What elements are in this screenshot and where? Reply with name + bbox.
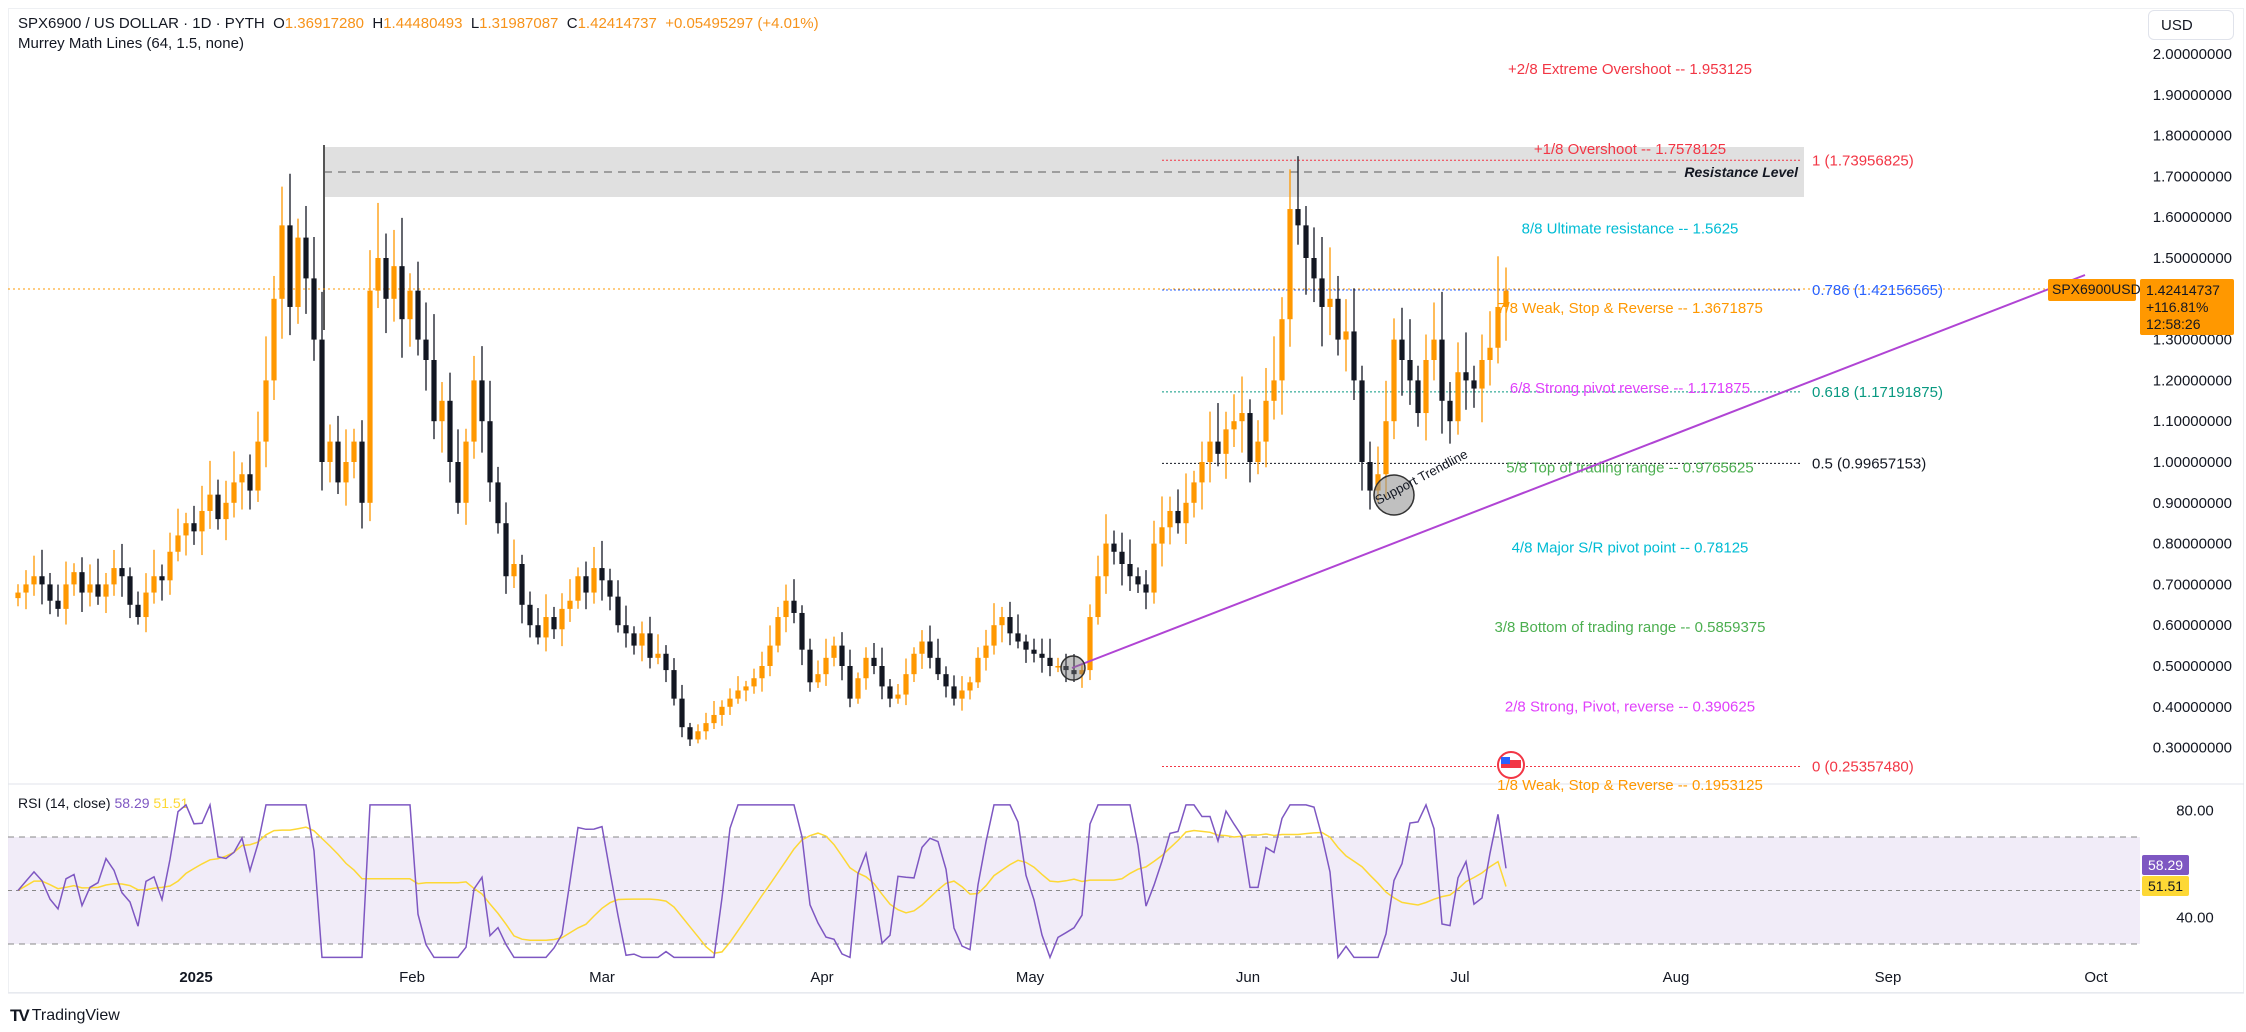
tradingview-icon: TV bbox=[10, 1006, 30, 1025]
support-touch-marker bbox=[1373, 474, 1415, 516]
price-axis-tick: 0.50000000 bbox=[2153, 658, 2232, 675]
time-axis-label: May bbox=[1016, 969, 1045, 986]
time-axis-label: Jun bbox=[1236, 969, 1260, 986]
price-axis-tick: 1.00000000 bbox=[2153, 454, 2232, 471]
time-axis-label: Sep bbox=[1875, 969, 1902, 986]
murrey-line-label: 8/8 Ultimate resistance -- 1.5625 bbox=[1522, 221, 1739, 238]
price-axis-tick: 1.80000000 bbox=[2153, 128, 2232, 145]
murrey-line-label: 1/8 Weak, Stop & Reverse -- 0.1953125 bbox=[1497, 777, 1763, 794]
price-axis-tick: 0.90000000 bbox=[2153, 495, 2232, 512]
price-axis-tick: 0.80000000 bbox=[2153, 536, 2232, 553]
change-percent: +116.81% bbox=[2146, 299, 2209, 315]
murrey-line-label: 2/8 Strong, Pivot, reverse -- 0.390625 bbox=[1505, 699, 1755, 716]
time-axis-label: Apr bbox=[810, 969, 833, 986]
indicator-legend[interactable]: Murrey Math Lines (64, 1.5, none) bbox=[18, 35, 244, 52]
price-axis-tick: 0.40000000 bbox=[2153, 699, 2232, 716]
time-axis-label: Jul bbox=[1450, 969, 1469, 986]
price-axis-tick: 1.60000000 bbox=[2153, 209, 2232, 226]
murrey-line-label: +1/8 Overshoot -- 1.7578125 bbox=[1534, 141, 1726, 158]
flag-canton bbox=[1501, 757, 1510, 764]
time-axis-label: Oct bbox=[2084, 969, 2108, 986]
low-value: 1.31987087 bbox=[479, 15, 559, 32]
support-touch-marker bbox=[1060, 655, 1086, 681]
price-axis-tick: 1.10000000 bbox=[2153, 413, 2232, 430]
symbol-title[interactable]: SPX6900 / US DOLLAR · 1D · PYTH bbox=[18, 15, 265, 32]
high-value: 1.44480493 bbox=[383, 15, 463, 32]
rsi-line bbox=[17, 802, 1507, 960]
rsi-ma-line bbox=[17, 826, 1507, 955]
murrey-line-label: 6/8 Strong pivot reverse -- 1.171875 bbox=[1510, 380, 1750, 397]
price-axis-tick: 2.00000000 bbox=[2153, 46, 2232, 63]
close-value: 1.42414737 bbox=[577, 15, 657, 32]
price-axis-tick: 1.90000000 bbox=[2153, 87, 2232, 104]
open-value: 1.36917280 bbox=[284, 15, 365, 32]
murrey-line-label: 7/8 Weak, Stop & Reverse -- 1.3671875 bbox=[1497, 300, 1763, 317]
rsi-ma-value-tag: 51.51 bbox=[2142, 876, 2190, 896]
murrey-line-label: 5/8 Top of trading range -- 0.9765625 bbox=[1506, 460, 1753, 477]
chart-legend: SPX6900 / US DOLLAR · 1D · PYTH O1.36917… bbox=[18, 15, 819, 52]
price-axis-tick: 0.60000000 bbox=[2153, 617, 2232, 634]
murrey-line-label: 3/8 Bottom of trading range -- 0.5859375 bbox=[1494, 619, 1765, 636]
price-axis-tick: 0.70000000 bbox=[2153, 576, 2232, 593]
time-axis-label: Mar bbox=[589, 969, 615, 986]
resistance-label: Resistance Level bbox=[1684, 164, 1799, 180]
price-axis-tick: 1.70000000 bbox=[2153, 168, 2232, 185]
candles bbox=[15, 156, 1509, 746]
currency-button[interactable]: USD bbox=[2148, 10, 2234, 40]
fib-level-label: 0.618 (1.17191875) bbox=[1812, 384, 1943, 401]
price-axis-tick: 0.30000000 bbox=[2153, 740, 2232, 757]
last-price-tag: 1.42414737 +116.81% 12:58:26 bbox=[2140, 279, 2234, 335]
rsi-title[interactable]: RSI (14, close) 58.29 51.51 bbox=[18, 795, 189, 811]
price-axis-tick: 1.20000000 bbox=[2153, 372, 2232, 389]
price-axis-tick: 1.50000000 bbox=[2153, 250, 2232, 267]
murrey-line-label: 4/8 Major S/R pivot point -- 0.78125 bbox=[1512, 539, 1749, 556]
fib-level-label: 0.5 (0.99657153) bbox=[1812, 455, 1926, 472]
rsi-axis-tick: 40.00 bbox=[2176, 909, 2214, 926]
time-axis-label: Aug bbox=[1663, 969, 1690, 986]
murrey-line-label: +2/8 Extreme Overshoot -- 1.953125 bbox=[1508, 61, 1752, 78]
flag-stripe bbox=[1501, 760, 1521, 768]
tradingview-logo[interactable]: TV TradingView bbox=[10, 1006, 120, 1025]
bar-countdown: 12:58:26 bbox=[2146, 316, 2201, 332]
rsi-value-tag: 58.29 bbox=[2142, 855, 2190, 875]
symbol-price-tag: SPX6900USD bbox=[2048, 279, 2141, 301]
fib-level-label: 1 (1.73956825) bbox=[1812, 152, 1914, 169]
support-trendline[interactable] bbox=[1071, 274, 2086, 669]
price-axis-tick: 1.30000000 bbox=[2153, 332, 2232, 349]
fib-level-label: 0 (0.25357480) bbox=[1812, 759, 1914, 776]
time-axis-label: Feb bbox=[399, 969, 425, 986]
change-value: +0.05495297 (+4.01%) bbox=[665, 15, 819, 32]
rsi-axis-tick: 80.00 bbox=[2176, 802, 2214, 819]
last-price: 1.42414737 bbox=[2146, 282, 2220, 298]
fib-level-label: 0.786 (1.42156565) bbox=[1812, 282, 1943, 299]
time-axis-label: 2025 bbox=[179, 969, 212, 986]
